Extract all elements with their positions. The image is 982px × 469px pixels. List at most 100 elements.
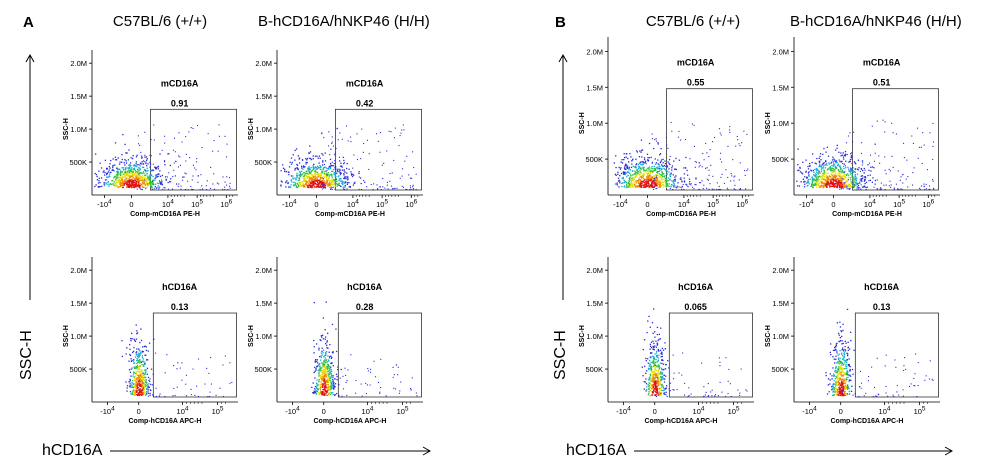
scatter-point — [178, 183, 180, 185]
scatter-point — [672, 182, 675, 184]
scatter-point — [229, 382, 231, 384]
scatter-point — [669, 175, 672, 178]
scatter-point — [406, 155, 408, 157]
scatter-point — [132, 170, 134, 172]
scatter-point — [127, 185, 130, 187]
scatter-point — [320, 172, 322, 174]
scatter-point — [136, 351, 138, 353]
scatter-point — [144, 376, 147, 379]
scatter-point — [624, 164, 627, 167]
scatter-point — [675, 157, 677, 160]
scatter-point — [648, 368, 650, 371]
scatter-point — [377, 188, 379, 191]
scatter-point — [644, 161, 647, 164]
scatter-point — [296, 177, 298, 179]
scatter-point — [294, 159, 296, 161]
scatter-point — [718, 128, 721, 130]
scatter-point — [321, 394, 323, 396]
scatter-point — [660, 392, 662, 394]
scatter-point — [653, 382, 656, 385]
scatter-point — [179, 164, 181, 166]
scatter-point — [828, 178, 830, 181]
scatter-point — [415, 173, 417, 175]
scatter-point — [320, 391, 322, 393]
scatter-point — [360, 158, 362, 160]
scatter-point — [695, 184, 697, 186]
scatter-point — [312, 174, 314, 177]
scatter-point — [140, 172, 142, 174]
scatter-point — [145, 177, 147, 180]
scatter-point — [839, 181, 842, 183]
scatter-point — [138, 384, 140, 386]
scatter-point — [651, 377, 654, 380]
column-title-b-wt: C57BL/6 (+/+) — [645, 13, 741, 30]
y-tick-label: 1.0M — [586, 332, 603, 341]
scatter-point — [654, 180, 656, 182]
scatter-point — [819, 180, 821, 183]
scatter-point — [298, 162, 301, 164]
scatter-point — [156, 176, 158, 179]
scatter-point — [651, 176, 654, 178]
scatter-point — [138, 355, 141, 358]
scatter-point — [664, 168, 666, 170]
scatter-point — [845, 177, 847, 179]
scatter-point — [820, 165, 823, 168]
scatter-point — [652, 378, 655, 380]
scatter-point — [135, 385, 137, 387]
scatter-point — [317, 173, 320, 175]
scatter-point — [641, 156, 643, 158]
scatter-point — [114, 156, 117, 158]
scatter-point — [142, 179, 144, 182]
scatter-point — [311, 178, 314, 180]
scatter-point — [136, 365, 138, 368]
scatter-point — [637, 182, 640, 184]
scatter-point — [119, 170, 122, 172]
scatter-point — [324, 367, 326, 369]
scatter-point — [327, 378, 329, 380]
scatter-point — [331, 362, 333, 364]
scatter-point — [122, 173, 124, 175]
scatter-point — [688, 395, 690, 397]
scatter-point — [343, 162, 345, 165]
scatter-point — [147, 177, 149, 179]
scatter-point — [929, 132, 931, 134]
scatter-point — [301, 181, 303, 183]
scatter-point — [856, 173, 859, 175]
scatter-point — [127, 180, 129, 182]
scatter-point — [164, 142, 166, 144]
scatter-point — [355, 379, 357, 382]
scatter-point — [322, 377, 324, 380]
scatter-point — [136, 180, 139, 182]
scatter-point — [653, 360, 655, 362]
scatter-point — [323, 394, 325, 396]
scatter-point — [314, 175, 316, 178]
scatter-point — [851, 162, 853, 165]
scatter-point — [672, 174, 674, 176]
scatter-point — [386, 184, 388, 186]
scatter-point — [888, 185, 890, 187]
scatter-point — [863, 172, 865, 174]
scatter-point — [649, 359, 651, 362]
scatter-point — [825, 180, 827, 182]
scatter-point — [698, 162, 700, 164]
scatter-point — [127, 186, 129, 188]
scatter-point — [628, 186, 630, 188]
scatter-point — [845, 184, 848, 186]
scatter-point — [846, 188, 848, 190]
scatter-point — [897, 188, 899, 190]
scatter-point — [134, 184, 137, 186]
scatter-point — [340, 180, 342, 182]
scatter-point — [647, 172, 650, 174]
scatter-point — [323, 186, 326, 188]
scatter-point — [316, 390, 318, 392]
scatter-point — [340, 368, 342, 371]
scatter-point — [820, 176, 823, 179]
scatter-point — [295, 185, 297, 187]
scatter-point — [297, 183, 299, 186]
scatter-point — [647, 384, 649, 386]
scatter-point — [190, 388, 192, 390]
scatter-point — [806, 177, 809, 179]
scatter-point — [648, 377, 650, 379]
scatter-point — [837, 169, 840, 172]
scatter-point — [690, 184, 692, 186]
